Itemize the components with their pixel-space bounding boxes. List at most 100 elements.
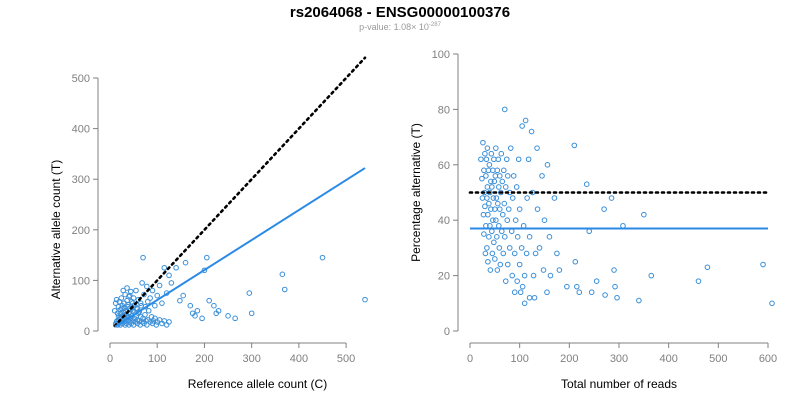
data-point: [503, 156, 510, 163]
data-point: [520, 222, 527, 229]
data-point: [154, 292, 161, 299]
data-point: [496, 222, 502, 229]
data-point: [496, 184, 502, 190]
data-point: [760, 261, 766, 268]
data-point: [493, 195, 500, 201]
data-point: [519, 123, 525, 129]
data-point: [484, 245, 490, 251]
data-point: [490, 195, 497, 201]
data-point: [526, 234, 533, 240]
x-tick-label: 300: [610, 353, 628, 365]
data-point: [142, 312, 148, 318]
data-point: [481, 231, 487, 237]
x-tick-label: 500: [337, 353, 355, 365]
data-point: [495, 200, 501, 207]
data-point: [199, 315, 205, 322]
data-point: [519, 283, 526, 290]
data-point: [485, 258, 491, 265]
data-point: [279, 271, 286, 278]
data-point: [166, 319, 172, 325]
data-point: [147, 295, 153, 301]
data-point: [499, 178, 506, 185]
data-point: [588, 289, 595, 296]
data-point: [499, 211, 506, 218]
data-point: [495, 156, 502, 163]
y-tick-label: 500: [72, 73, 90, 85]
data-point: [489, 184, 495, 190]
data-point: [491, 239, 497, 246]
data-point: [556, 267, 563, 273]
data-point: [509, 272, 516, 279]
data-point: [540, 267, 547, 273]
data-point: [225, 313, 231, 319]
data-point: [486, 200, 492, 207]
data-point: [281, 286, 288, 293]
data-point: [494, 267, 501, 273]
data-point: [496, 245, 503, 251]
data-point: [488, 206, 494, 212]
data-point: [513, 184, 520, 190]
data-point: [551, 195, 558, 201]
data-point: [502, 278, 509, 284]
data-point: [141, 291, 147, 298]
data-point: [482, 203, 488, 210]
y-tick-label: 40: [438, 215, 450, 227]
data-point: [480, 139, 486, 146]
data-point: [572, 258, 579, 265]
y-tick-label: 300: [72, 174, 90, 186]
data-point: [532, 250, 539, 257]
data-point: [139, 280, 145, 286]
data-point: [601, 206, 607, 212]
data-point: [494, 167, 501, 174]
data-point: [546, 234, 553, 240]
data-point: [620, 222, 626, 229]
data-point: [571, 142, 578, 149]
data-point: [137, 300, 144, 306]
data-point: [182, 259, 189, 266]
data-point: [504, 173, 511, 179]
y-tick-label: 100: [432, 49, 450, 61]
data-point: [127, 288, 134, 295]
pvalue-subtitle: p-value: 1.08× 10-287: [0, 22, 800, 32]
data-point: [528, 128, 535, 135]
x-tick-label: 400: [659, 353, 677, 365]
data-point: [161, 264, 168, 271]
x-axis-title: Total number of reads: [561, 377, 677, 391]
data-point: [614, 294, 620, 301]
data-point: [140, 254, 146, 261]
data-point: [508, 228, 515, 235]
data-point: [522, 117, 529, 124]
y-tick-label: 80: [438, 104, 450, 116]
data-point: [511, 289, 518, 296]
data-point: [514, 234, 521, 240]
data-point: [498, 228, 505, 235]
data-point: [554, 250, 560, 257]
y-tick-label: 200: [72, 225, 90, 237]
y-tick-label: 60: [438, 160, 450, 172]
data-point: [511, 250, 518, 257]
y-tick-label: 100: [72, 275, 90, 287]
data-point: [166, 272, 172, 279]
data-point: [487, 267, 494, 273]
data-point: [168, 280, 175, 286]
y-axis-title: Alternative allele count (T): [49, 160, 63, 299]
data-point: [602, 292, 608, 298]
data-point: [194, 307, 201, 314]
data-point: [704, 264, 711, 271]
data-point: [525, 156, 532, 163]
data-point: [192, 313, 198, 319]
y-axis-title: Percentage alternative (T): [409, 123, 423, 262]
data-point: [612, 283, 618, 290]
data-point: [648, 272, 655, 279]
data-point: [246, 290, 253, 296]
data-point: [319, 254, 326, 261]
data-point: [573, 283, 580, 290]
data-point: [173, 264, 179, 271]
data-point: [490, 167, 496, 174]
data-point: [144, 322, 150, 328]
data-point: [514, 278, 520, 284]
data-point: [119, 305, 125, 312]
data-point: [516, 261, 523, 268]
data-point: [769, 300, 775, 307]
